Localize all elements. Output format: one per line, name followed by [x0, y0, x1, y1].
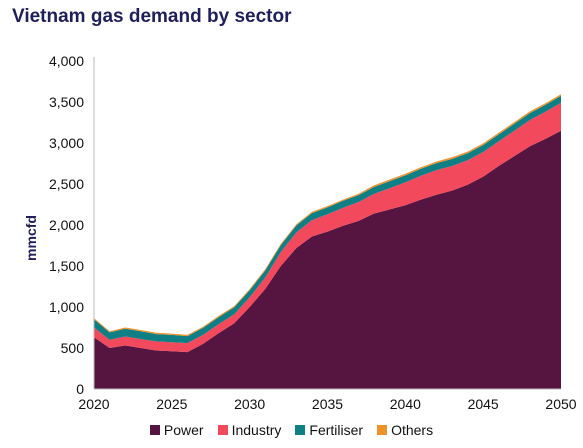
- x-tick-label: 2045: [468, 396, 499, 412]
- legend-swatch: [295, 425, 306, 435]
- y-tick-label: 4,000: [49, 53, 84, 69]
- y-axis-label: mmcfd: [23, 215, 39, 261]
- legend-item-fertiliser: Fertiliser: [295, 422, 363, 438]
- x-tick-label: 2030: [234, 396, 265, 412]
- y-tick-label: 3,000: [49, 135, 84, 151]
- x-tick-label: 2020: [78, 396, 109, 412]
- axes: [93, 57, 561, 390]
- legend-swatch: [217, 425, 228, 435]
- y-tick-label: 2,500: [49, 176, 84, 192]
- y-tick-label: 1,500: [49, 258, 84, 274]
- stacked-areas: [94, 94, 561, 389]
- legend-label: Others: [391, 422, 434, 438]
- legend-label: Industry: [231, 422, 282, 438]
- y-tick-label: 1,000: [49, 299, 84, 315]
- y-tick-label: 2,000: [49, 217, 84, 233]
- legend-label: Fertiliser: [309, 422, 364, 438]
- legend-item-power: Power: [149, 422, 204, 438]
- x-tick-label: 2035: [312, 396, 343, 412]
- chart-title: Vietnam gas demand by sector: [12, 6, 292, 27]
- area-industry: [94, 102, 561, 353]
- legend-item-others: Others: [377, 422, 433, 438]
- y-tick-label: 0: [76, 381, 84, 397]
- legend-item-industry: Industry: [217, 422, 282, 438]
- y-tick-label: 3,500: [49, 94, 84, 110]
- area-power: [94, 130, 561, 389]
- x-tick-label: 2040: [390, 396, 421, 412]
- x-tick-labels: 2020 2025 2030 2035 2040 2045 2050: [78, 396, 576, 412]
- legend: Power Industry Fertiliser Others: [0, 422, 583, 438]
- x-tick-label: 2025: [156, 396, 187, 412]
- legend-label: Power: [163, 422, 204, 438]
- x-tick-label: 2050: [545, 396, 576, 412]
- y-tick-label: 500: [61, 340, 85, 356]
- legend-swatch: [149, 425, 160, 435]
- legend-swatch: [377, 425, 388, 435]
- y-tick-labels: 0 500 1,000 1,500 2,000 2,500 3,000 3,500 4,000: [49, 53, 84, 397]
